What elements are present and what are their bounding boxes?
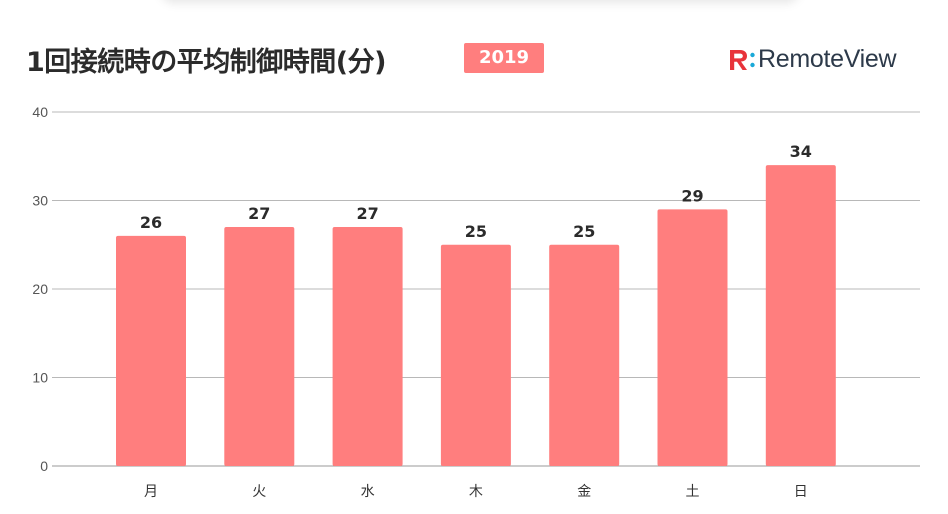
x-tick-label: 月 <box>144 484 158 500</box>
data-label: 25 <box>573 222 595 241</box>
data-label: 34 <box>790 142 812 161</box>
bars <box>116 165 836 466</box>
bar <box>116 235 186 466</box>
data-label: 25 <box>465 222 487 241</box>
bar <box>765 165 836 466</box>
data-label: 26 <box>140 213 162 232</box>
chart-title: 1回接続時の平均制御時間(分) <box>26 47 386 78</box>
year-badge: 2019 <box>464 43 544 73</box>
bar <box>332 227 403 466</box>
y-tick-label: 40 <box>32 104 48 120</box>
data-label: 29 <box>681 186 703 205</box>
y-tick-label: 0 <box>40 458 48 474</box>
y-tick-label: 20 <box>32 281 48 297</box>
x-tick-label: 金 <box>577 484 591 500</box>
bar <box>440 244 511 466</box>
brand-name: RemoteView <box>758 44 897 73</box>
x-tick-label: 土 <box>686 484 700 500</box>
data-label: 27 <box>356 204 378 223</box>
brand-logo: RemoteView <box>726 44 897 74</box>
y-tick-label: 10 <box>32 370 48 386</box>
labels: 0 10 20 30 40 26 月 27 火 27 水 25 木 25 金 29 土 34 日 <box>32 104 812 500</box>
bar <box>549 244 620 466</box>
x-tick-label: 木 <box>469 484 483 500</box>
bar <box>224 227 295 466</box>
y-tick-label: 30 <box>32 193 48 209</box>
x-tick-label: 日 <box>794 484 808 500</box>
x-tick-label: 火 <box>252 484 266 500</box>
data-label: 27 <box>248 204 270 223</box>
remoteview-logo-icon <box>730 50 755 70</box>
x-tick-label: 水 <box>361 484 375 500</box>
bar <box>657 209 728 466</box>
